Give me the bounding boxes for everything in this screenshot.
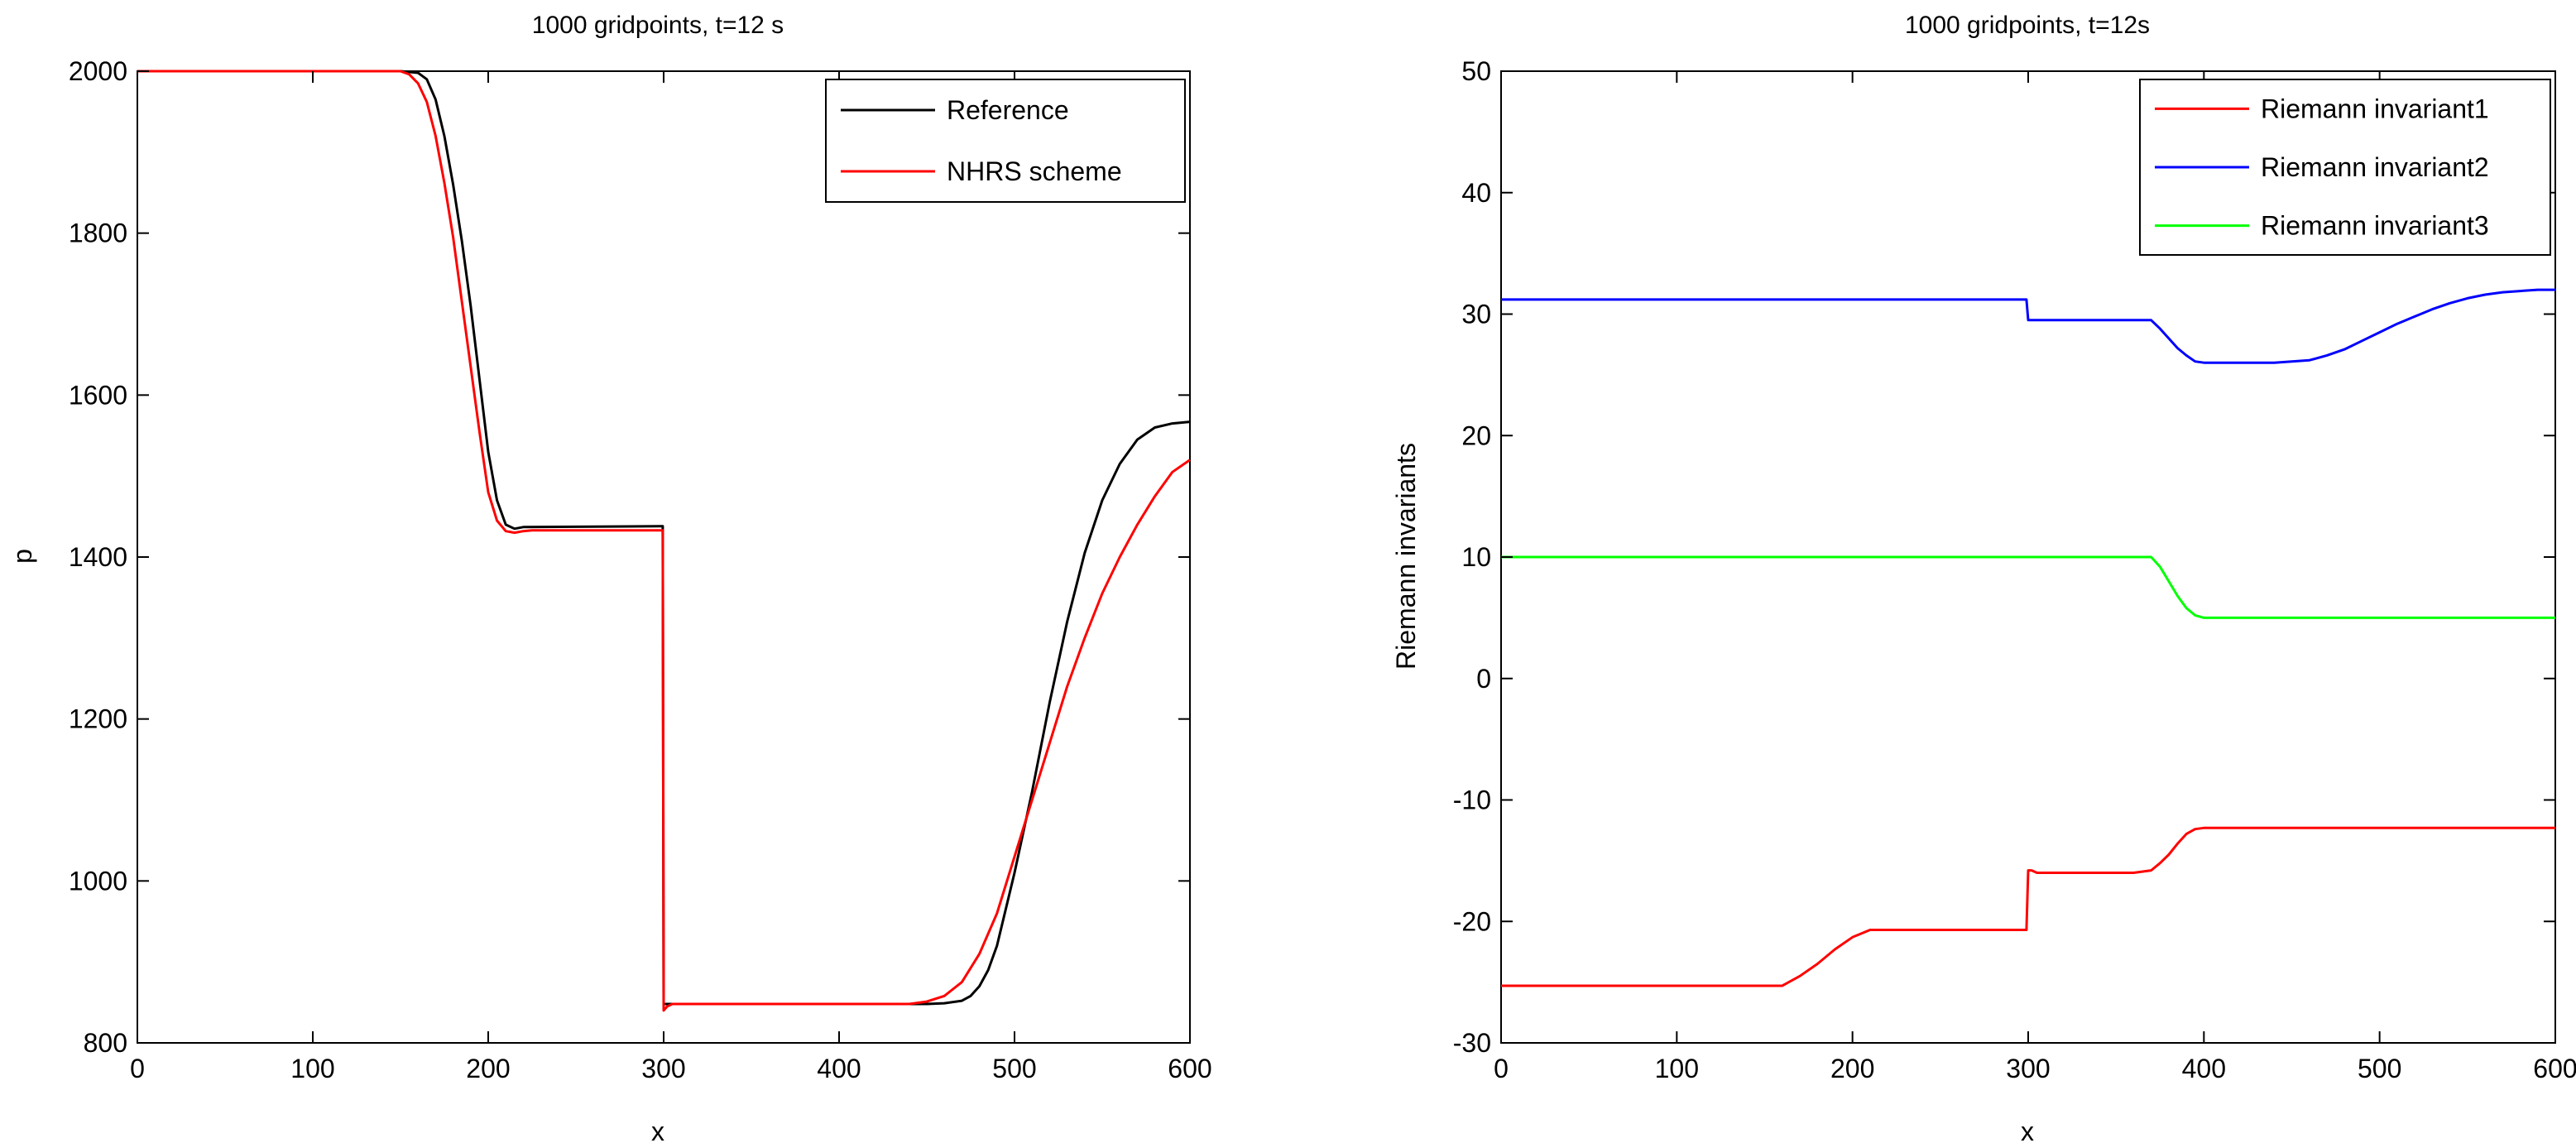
legend-label: Riemann invariant2 — [2261, 152, 2489, 182]
x-tick-label: 300 — [2006, 1054, 2050, 1083]
legend: Riemann invariant1 Riemann invariant2 Riem… — [2139, 79, 2551, 256]
left-chart-ylabel: p — [7, 549, 37, 564]
x-tick-label: 500 — [2358, 1054, 2401, 1083]
right-chart-xlabel: x — [2021, 1117, 2034, 1146]
x-tick-label: 600 — [2533, 1054, 2576, 1083]
legend-label: Riemann invariant1 — [2261, 94, 2489, 123]
y-tick-label: 40 — [1461, 178, 1491, 208]
x-tick-label: 0 — [130, 1054, 145, 1083]
legend-label: NHRS scheme — [947, 156, 1122, 186]
y-tick-label: 1000 — [69, 866, 127, 896]
x-tick-label: 400 — [2182, 1054, 2226, 1083]
y-tick-label: 30 — [1461, 300, 1491, 329]
x-tick-label: 100 — [1655, 1054, 1699, 1083]
y-tick-label: 0 — [1476, 664, 1491, 694]
legend: Reference NHRS scheme — [825, 79, 1186, 203]
series-line-1 — [1501, 826, 2555, 987]
series-line-3 — [1501, 555, 2555, 619]
y-tick-label: 1800 — [69, 219, 127, 248]
y-tick-label: 1400 — [69, 542, 127, 572]
y-tick-label: -20 — [1453, 906, 1491, 936]
x-tick-label: 200 — [1830, 1054, 1874, 1083]
legend-label: Reference — [947, 95, 1069, 125]
x-tick-label: 200 — [466, 1054, 510, 1083]
y-tick-label: 50 — [1461, 56, 1491, 86]
legend-box — [825, 79, 1186, 203]
series-line-2 — [137, 70, 1191, 1012]
x-tick-label: 600 — [1168, 1054, 1211, 1083]
y-tick-label: 1600 — [69, 380, 127, 410]
left-chart-panel: 1000 gridpoints, t=12 s x p 0 100 200 300 40… — [7, 12, 1212, 1146]
legend-label: Riemann invariant3 — [2261, 211, 2489, 241]
y-tick-label: 800 — [84, 1028, 127, 1058]
series-line-2 — [1501, 288, 2555, 364]
y-tick-label: 20 — [1461, 420, 1491, 450]
right-chart-title: 1000 gridpoints, t=12s — [1905, 12, 2150, 39]
y-tick-label: 2000 — [69, 56, 127, 86]
left-chart-xlabel: x — [651, 1117, 664, 1146]
x-tick-label: 100 — [290, 1054, 334, 1083]
y-tick-label: -10 — [1453, 785, 1491, 815]
x-tick-label: 0 — [1494, 1054, 1509, 1083]
right-chart-ylabel: Riemann invariants — [1391, 443, 1421, 670]
x-tick-label: 300 — [641, 1054, 685, 1083]
right-chart-panel: 1000 gridpoints, t=12s x Riemann invaria… — [1391, 12, 2576, 1146]
y-tick-label: 10 — [1461, 542, 1491, 572]
x-tick-label: 500 — [992, 1054, 1036, 1083]
left-chart-title: 1000 gridpoints, t=12 s — [532, 12, 784, 39]
y-tick-label: -30 — [1453, 1028, 1491, 1058]
x-tick-label: 400 — [817, 1054, 861, 1083]
y-tick-label: 1200 — [69, 704, 127, 734]
